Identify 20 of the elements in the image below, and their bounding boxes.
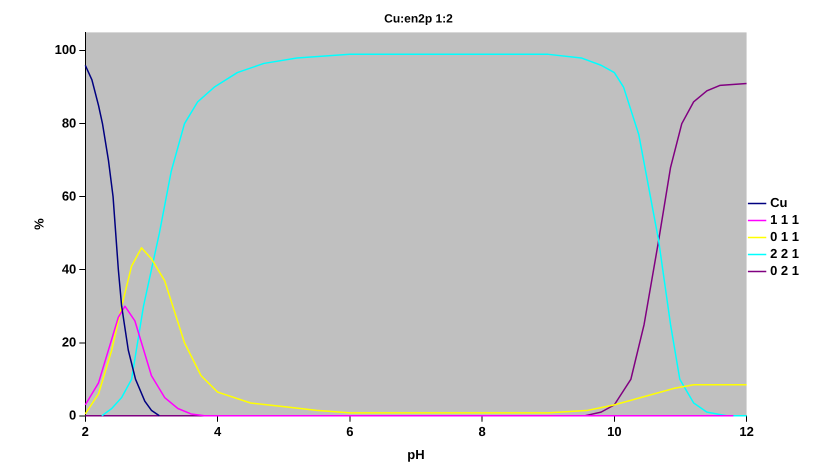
y-tick-label: 80 [62, 115, 76, 130]
x-axis-title: pH [407, 446, 425, 462]
y-tick-label: 100 [54, 42, 76, 58]
x-tick-label: 12 [739, 424, 754, 440]
x-tick-label: 10 [607, 424, 622, 440]
y-tick-label: 20 [62, 334, 76, 350]
chart-title: Cu:en2p 1:2 [384, 12, 454, 26]
legend-label: 0 2 1 [770, 263, 800, 278]
y-tick-label: 0 [69, 407, 76, 422]
legend-label: 1 1 1 [770, 212, 800, 228]
x-tick-label: 4 [214, 424, 222, 440]
x-tick-label: 2 [82, 424, 89, 440]
x-tick-label: 8 [478, 424, 486, 440]
legend-label: 0 1 1 [770, 229, 800, 244]
y-tick-label: 60 [62, 188, 76, 204]
legend-label: 2 2 1 [770, 246, 800, 262]
y-axis-title: % [31, 218, 46, 230]
x-tick-label: 6 [346, 424, 354, 440]
legend-label: Cu [770, 195, 788, 210]
y-tick-label: 40 [62, 261, 76, 276]
